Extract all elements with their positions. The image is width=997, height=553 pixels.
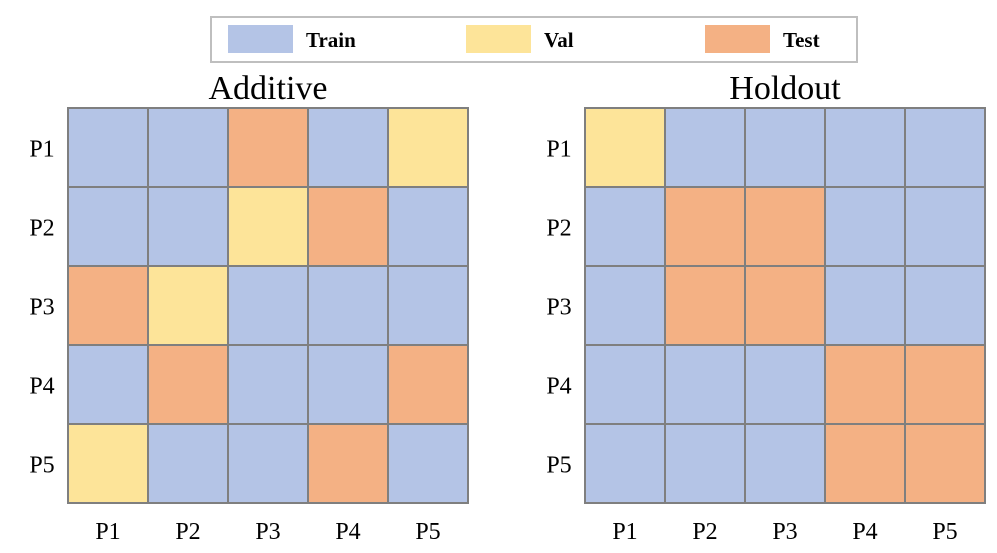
holdout-cell-r4-c5-test: [904, 344, 986, 425]
additive-grid: P1 P2 P3 P4 P5 P1 P2 P3 P4 P5: [29, 107, 469, 545]
holdout-col-label-p2: P2: [692, 519, 717, 545]
additive-cell-r5-c5-train: [387, 423, 469, 504]
additive-col-label-p1: P1: [95, 519, 120, 545]
holdout-col-label-p3: P3: [772, 519, 797, 545]
holdout-row-label-p4: P4: [546, 374, 571, 400]
holdout-cell-r2-c5-train: [904, 186, 986, 267]
additive-row-label-p2: P2: [29, 216, 54, 242]
holdout-row-label-p3: P3: [546, 295, 571, 321]
holdout-cell-r1-c2-train: [664, 107, 746, 188]
additive-cell-r1-c3-test: [227, 107, 309, 188]
additive-cell-r5-c3-train: [227, 423, 309, 504]
additive-cell-r5-c4-test: [307, 423, 389, 504]
holdout-cell-r2-c1-train: [584, 186, 666, 267]
holdout-cell-r3-c3-test: [744, 265, 826, 346]
holdout-row-label-p1: P1: [546, 137, 571, 163]
holdout-row-label-p2: P2: [546, 216, 571, 242]
additive-row-label-p4: P4: [29, 374, 54, 400]
legend-label-train: Train: [306, 28, 356, 52]
additive-cell-r3-c1-test: [67, 265, 149, 346]
holdout-cell-r2-c4-train: [824, 186, 906, 267]
legend-label-test: Test: [783, 28, 820, 52]
holdout-cell-r1-c4-train: [824, 107, 906, 188]
holdout-grid: P1 P2 P3 P4 P5 P1 P2 P3 P4 P5: [546, 107, 986, 545]
additive-cell-r3-c4-train: [307, 265, 389, 346]
additive-col-label-p4: P4: [335, 519, 360, 545]
additive-cell-r2-c3-val: [227, 186, 309, 267]
legend-swatch-val: [466, 25, 531, 53]
holdout-cell-r3-c1-train: [584, 265, 666, 346]
holdout-cell-r3-c5-train: [904, 265, 986, 346]
legend: Train Val Test: [210, 16, 858, 63]
holdout-cell-r4-c2-train: [664, 344, 746, 425]
holdout-cell-r1-c5-train: [904, 107, 986, 188]
additive-col-label-p3: P3: [255, 519, 280, 545]
additive-cell-r1-c4-train: [307, 107, 389, 188]
holdout-cell-r2-c2-test: [664, 186, 746, 267]
additive-cell-r4-c1-train: [67, 344, 149, 425]
additive-cell-r3-c3-train: [227, 265, 309, 346]
additive-row-label-p3: P3: [29, 295, 54, 321]
holdout-cell-r5-c1-train: [584, 423, 666, 504]
holdout-cell-r5-c5-test: [904, 423, 986, 504]
holdout-cell-r4-c3-train: [744, 344, 826, 425]
additive-cell-r2-c5-train: [387, 186, 469, 267]
additive-cell-r1-c2-train: [147, 107, 229, 188]
holdout-cell-r5-c4-test: [824, 423, 906, 504]
additive-cell-r1-c1-train: [67, 107, 149, 188]
additive-cell-r3-c5-train: [387, 265, 469, 346]
additive-cell-r1-c5-val: [387, 107, 469, 188]
legend-swatch-train: [228, 25, 293, 53]
additive-cell-r5-c1-val: [67, 423, 149, 504]
additive-col-label-p5: P5: [415, 519, 440, 545]
additive-cell-r5-c2-train: [147, 423, 229, 504]
additive-cell-r4-c2-test: [147, 344, 229, 425]
holdout-cell-r3-c4-train: [824, 265, 906, 346]
holdout-col-label-p5: P5: [932, 519, 957, 545]
holdout-cell-r1-c3-train: [744, 107, 826, 188]
holdout-cell-r5-c2-train: [664, 423, 746, 504]
panel-title-additive: Additive: [209, 70, 328, 107]
additive-cell-r2-c1-train: [67, 186, 149, 267]
additive-col-label-p2: P2: [175, 519, 200, 545]
additive-cell-r4-c3-train: [227, 344, 309, 425]
holdout-row-label-p5: P5: [546, 453, 571, 479]
additive-row-label-p1: P1: [29, 137, 54, 163]
holdout-cell-r3-c2-test: [664, 265, 746, 346]
holdout-cell-r5-c3-train: [744, 423, 826, 504]
holdout-cell-r4-c1-train: [584, 344, 666, 425]
holdout-col-label-p1: P1: [612, 519, 637, 545]
holdout-col-label-p4: P4: [852, 519, 877, 545]
additive-cell-r4-c4-train: [307, 344, 389, 425]
additive-cell-r4-c5-test: [387, 344, 469, 425]
legend-swatch-test: [705, 25, 770, 53]
additive-row-label-p5: P5: [29, 453, 54, 479]
additive-cell-r3-c2-val: [147, 265, 229, 346]
additive-cell-r2-c2-train: [147, 186, 229, 267]
additive-cell-r2-c4-test: [307, 186, 389, 267]
legend-label-val: Val: [544, 28, 574, 52]
panel-title-holdout: Holdout: [729, 70, 841, 107]
holdout-cell-r2-c3-test: [744, 186, 826, 267]
holdout-cell-r4-c4-test: [824, 344, 906, 425]
holdout-cell-r1-c1-val: [584, 107, 666, 188]
